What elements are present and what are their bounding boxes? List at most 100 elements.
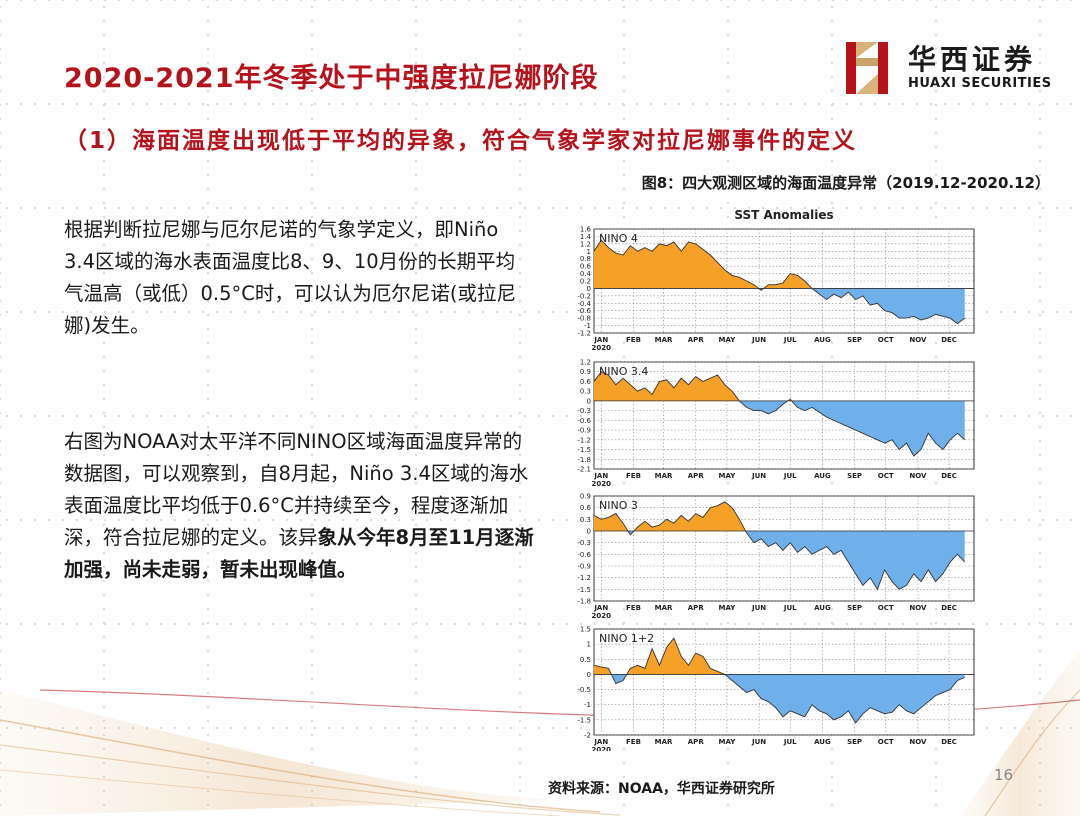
x-tick-label: OCT [878, 604, 894, 612]
x-tick-label: NOV [909, 472, 927, 480]
x-year-label: 2020 [592, 344, 612, 352]
source-note: 资料来源：NOAA，华西证券研究所 [548, 781, 775, 797]
positive-anomaly-area [594, 240, 813, 289]
y-tick-label: -0.6 [577, 551, 591, 559]
x-tick-label: OCT [878, 472, 894, 480]
y-tick-label: 0.6 [580, 263, 592, 271]
x-tick-label: JUN [751, 738, 766, 746]
x-tick-label: APR [688, 472, 705, 480]
y-tick-label: 0.9 [580, 493, 591, 501]
x-tick-label: DEC [941, 604, 957, 612]
x-tick-label: SEP [847, 604, 862, 612]
x-tick-label: SEP [847, 336, 862, 344]
x-tick-label: JAN [593, 472, 608, 480]
x-tick-label: FEB [626, 738, 641, 746]
y-tick-label: 0 [587, 671, 591, 679]
panel-label: NINO 3 [599, 499, 638, 512]
x-tick-label: SEP [847, 472, 862, 480]
logo-name-cn: 华西证券 [908, 43, 1037, 76]
x-year-label: 2020 [592, 612, 612, 620]
y-tick-label: 0.8 [580, 255, 591, 263]
panel-label: NINO 4 [599, 232, 638, 245]
x-tick-label: JAN [593, 336, 608, 344]
x-tick-label: MAR [655, 472, 673, 480]
y-tick-label: -0.4 [577, 300, 591, 308]
anomaly-line [593, 501, 966, 591]
y-tick-label: -1.5 [577, 446, 591, 454]
y-tick-label: 0.2 [580, 278, 591, 286]
y-tick-label: -1.5 [577, 716, 591, 724]
negative-anomaly-area [594, 400, 965, 456]
x-tick-label: OCT [878, 738, 894, 746]
y-tick-label: -0.9 [577, 563, 591, 571]
slide-subtitle: （1）海面温度出现低于平均的异象，符合气象学家对拉尼娜事件的定义 [64, 128, 858, 154]
y-tick-label: 1.2 [580, 359, 591, 367]
x-tick-label: NOV [909, 738, 927, 746]
y-tick-label: 1.6 [580, 226, 592, 234]
y-tick-label: 1.2 [580, 240, 591, 248]
x-tick-label: JUL [783, 738, 797, 746]
y-tick-label: 0.3 [580, 516, 591, 524]
anomaly-line [593, 637, 965, 724]
huaxi-logo-icon [846, 42, 888, 94]
y-tick-label: -1 [584, 701, 591, 709]
negative-anomaly-area [594, 288, 965, 324]
x-tick-label: AUG [814, 604, 831, 612]
x-tick-label: FEB [626, 336, 641, 344]
positive-anomaly-area [594, 501, 965, 531]
anomaly-line [593, 239, 965, 325]
x-year-label: 2020 [592, 746, 612, 751]
x-tick-label: JUN [751, 604, 766, 612]
logo-name-en: HUAXI SECURITIES [908, 76, 1052, 91]
x-tick-label: APR [688, 738, 705, 746]
x-tick-label: NOV [909, 336, 927, 344]
negative-anomaly-area [594, 674, 965, 723]
x-tick-label: FEB [626, 604, 641, 612]
y-tick-label: -1.2 [577, 436, 591, 444]
x-tick-label: MAY [718, 604, 736, 612]
x-tick-label: MAY [718, 738, 736, 746]
page-number: 16 [994, 766, 1014, 784]
x-year-label: 2020 [592, 480, 612, 488]
x-tick-label: MAY [718, 336, 736, 344]
y-tick-label: 0.4 [580, 270, 592, 278]
x-tick-label: JUL [783, 336, 797, 344]
positive-anomaly-area [594, 638, 965, 675]
y-tick-label: -0.3 [577, 539, 591, 547]
y-tick-label: -0.6 [577, 307, 591, 315]
x-tick-label: FEB [626, 472, 641, 480]
panel-label: NINO 3.4 [599, 365, 648, 378]
x-tick-label: DEC [941, 336, 957, 344]
chart-title: SST Anomalies [734, 208, 833, 222]
anomaly-line [593, 371, 965, 457]
y-tick-label: -1.8 [577, 598, 591, 606]
y-tick-label: -1.2 [577, 574, 591, 582]
x-tick-label: AUG [814, 336, 831, 344]
y-tick-label: -0.8 [577, 315, 591, 323]
positive-anomaly-area [594, 371, 965, 401]
panel-nino-3-4: 1.20.9 0.6 0.30 -0.3 -0.6 -0.9-1.2 -1.5 -1.8 -2.… [577, 359, 975, 488]
y-tick-label: -1.8 [577, 456, 591, 464]
sst-anomalies-chart: SST Anomalies1.61.41.210.80.60.40.20-0.2… [577, 208, 975, 751]
y-tick-label: 0.6 [580, 504, 592, 512]
x-tick-label: SEP [847, 738, 862, 746]
x-tick-label: JAN [593, 738, 608, 746]
x-tick-label: JUN [751, 472, 766, 480]
y-tick-label: 1 [587, 248, 591, 256]
y-tick-label: 0.9 [580, 368, 591, 376]
panel-nino-4: 1.61.41.210.80.60.40.20-0.2-0.4-0.6-0.8-… [577, 226, 975, 352]
y-tick-label: -0.2 [577, 292, 591, 300]
y-tick-label: -2.1 [577, 466, 591, 474]
y-tick-label: -0.9 [577, 427, 591, 435]
paragraph-observation-text: 右图为NOAA对太平洋不同NINO区域海面温度异常的数据图，可以观察到，自8月起… [64, 430, 529, 549]
panel-label: NINO 1+2 [599, 632, 654, 645]
y-tick-label: 0 [587, 397, 591, 405]
x-tick-label: AUG [814, 472, 831, 480]
x-tick-label: APR [688, 336, 705, 344]
y-tick-label: -0.3 [577, 407, 591, 415]
y-tick-label: 1 [587, 641, 591, 649]
y-tick-label: 1.4 [580, 233, 592, 241]
y-tick-label: -1.2 [577, 330, 591, 338]
x-tick-label: APR [688, 604, 705, 612]
x-tick-label: DEC [941, 472, 957, 480]
